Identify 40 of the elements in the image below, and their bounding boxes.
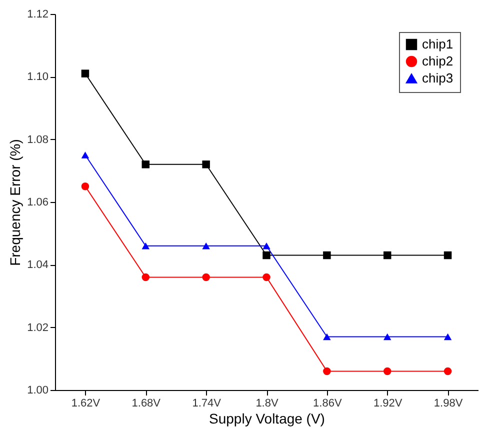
point [323,367,331,376]
x-tick-label: 1.98V [434,398,464,410]
point [81,70,90,78]
y-tick-label: 1.02 [27,322,48,334]
x-tick-label: 1.8V [256,398,279,410]
x-tick-label: 1.74V [192,398,222,410]
point [323,333,331,340]
y-tick-label: 1.00 [27,384,48,396]
point [444,251,452,260]
point [323,251,331,260]
point [262,273,270,282]
x-tick-label: 1.68V [132,398,162,410]
point [202,242,210,250]
legend-label: chip2 [422,54,454,68]
y-tick-label: 1.04 [27,259,48,272]
point [142,242,150,250]
point [262,251,270,260]
point [383,251,392,260]
point [202,160,210,168]
y-axis-title: Frequency Error (%) [7,139,24,266]
point [383,333,392,340]
legend-label: chip1 [422,36,454,52]
x-tick-label: 1.92V [373,398,403,410]
point [81,182,90,190]
y-tick-label: 1.10 [27,71,48,84]
point [262,242,270,250]
point [81,152,90,158]
x-tick-label: 1.62V [71,398,101,410]
point [142,273,150,282]
y-tick-label: 1.12 [27,8,48,20]
x-tick-label: 1.86V [313,398,342,410]
point [444,333,452,340]
point [202,273,210,282]
y-tick-label: 1.08 [27,134,48,146]
point [383,367,392,376]
point [444,367,452,376]
point [142,160,150,168]
legend-label: chip3 [422,70,454,86]
y-tick-label: 1.06 [27,196,48,208]
x-axis-title: Supply Voltage (V) [209,410,325,426]
